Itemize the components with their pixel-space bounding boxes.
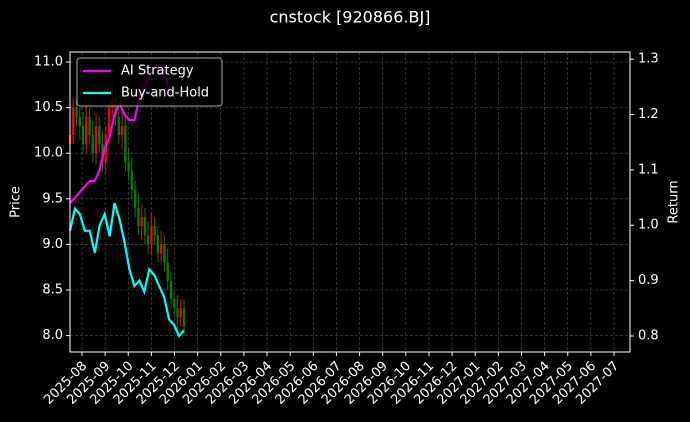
candle-body — [176, 308, 179, 318]
candle-body — [146, 235, 150, 245]
y2-axis-label: Return — [667, 180, 682, 223]
candle-body — [143, 217, 147, 236]
legend-label: AI Strategy — [121, 64, 194, 79]
legend-box — [76, 57, 223, 107]
candle-body — [85, 116, 88, 145]
candle-body — [133, 189, 137, 208]
candle-body — [156, 235, 160, 254]
y-tick-label: 10.5 — [34, 100, 63, 115]
candle-body — [173, 299, 176, 309]
y2-tick-label: 0.8 — [638, 328, 659, 343]
y2-tick-label: 1.1 — [638, 162, 659, 177]
chart-title: cnstock [920866.BJ] — [270, 8, 431, 27]
y-tick-label: 9.5 — [42, 191, 63, 206]
y2-tick-label: 1.3 — [638, 52, 659, 67]
candle-body — [130, 171, 134, 190]
legend-label: Buy-and-Hold — [121, 86, 209, 101]
candle-body — [153, 226, 156, 236]
candle-body — [117, 116, 121, 135]
candle-body — [78, 116, 81, 126]
candle-body — [94, 125, 98, 154]
candle-body — [91, 134, 94, 154]
candle-body — [137, 207, 140, 227]
candle-body — [72, 107, 75, 135]
y-tick-label: 10.0 — [34, 146, 63, 161]
y2-tick-label: 1.0 — [638, 218, 659, 233]
candle-body — [182, 308, 186, 327]
candle-body — [114, 98, 117, 117]
candle-body — [107, 107, 111, 135]
candle-body — [160, 244, 163, 254]
candle-body — [140, 217, 143, 227]
y2-tick-label: 0.9 — [638, 273, 659, 288]
candle-body — [150, 226, 153, 245]
candle-body — [104, 134, 108, 163]
series-line — [68, 202, 185, 338]
candle-body — [81, 125, 85, 145]
y-tick-label: 9.0 — [42, 237, 63, 252]
candle-body — [169, 280, 173, 300]
y-tick-label: 8.0 — [42, 328, 63, 343]
candle-body — [127, 162, 130, 172]
candle-body — [179, 308, 182, 318]
y-axis-label: Price — [9, 186, 24, 218]
y-tick-label: 11.0 — [34, 55, 63, 70]
plot-frame — [69, 51, 631, 353]
candle-body — [88, 116, 91, 135]
candle-body — [124, 125, 127, 163]
y-tick-label: 8.5 — [42, 282, 63, 297]
candle-body — [120, 125, 124, 135]
candle-body — [166, 262, 169, 281]
candle-body — [163, 244, 166, 263]
candle-body — [75, 107, 78, 117]
y2-tick-label: 1.2 — [638, 107, 659, 122]
candle-body — [98, 125, 101, 145]
